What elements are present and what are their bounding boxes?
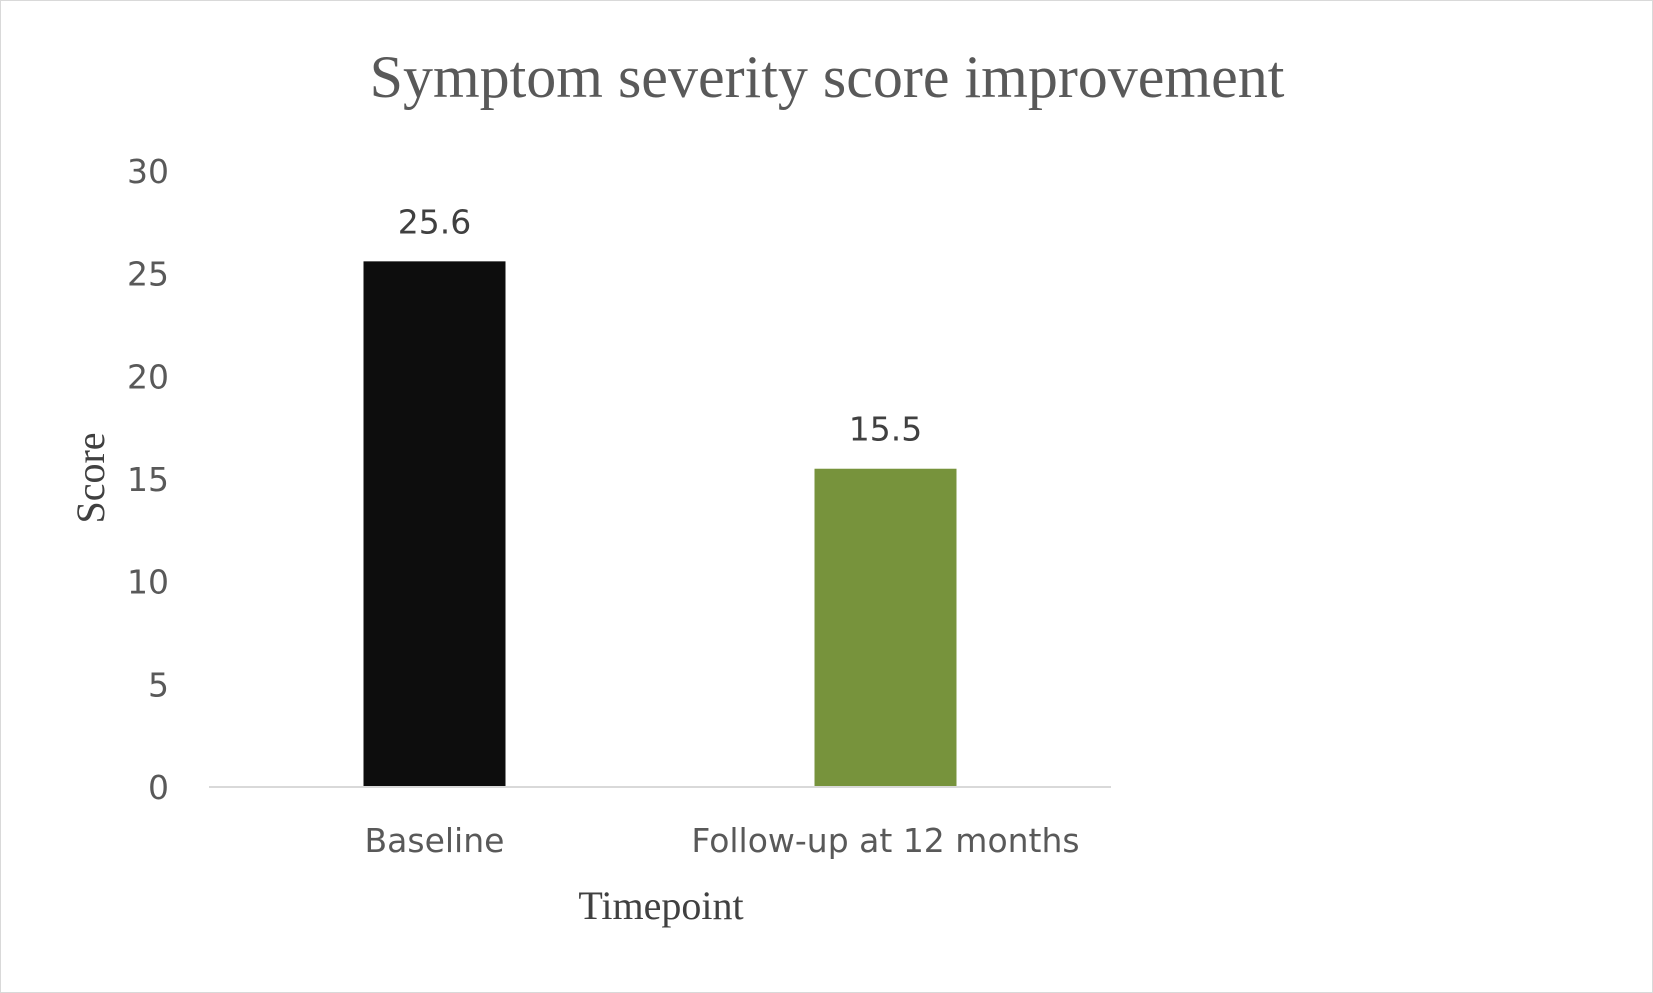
chart-title: Symptom severity score improvement [370,44,1285,110]
bar-follow-up [814,468,957,787]
y-tick-label: 30 [127,152,169,191]
x-tick-label: Follow-up at 12 months [691,821,1079,860]
bars-group [363,261,957,787]
data-label: 15.5 [849,410,922,449]
bar-baseline [363,261,506,787]
data-label: 25.6 [398,202,471,241]
y-tick-label: 5 [148,665,169,704]
y-tick-label: 0 [148,768,169,807]
data-labels-group: 25.6 15.5 [398,202,922,448]
x-tick-label: Baseline [365,821,505,860]
y-tick-label: 10 [127,563,169,602]
y-tick-label: 15 [127,460,169,499]
y-tick-label: 25 [127,255,169,294]
x-axis-ticks: Baseline Follow-up at 12 months [365,821,1080,860]
y-axis-ticks: 0 5 10 15 20 25 30 [127,152,169,807]
y-axis-title: Score [68,432,113,523]
y-tick-label: 20 [127,357,169,396]
x-axis-title: Timepoint [578,883,743,928]
